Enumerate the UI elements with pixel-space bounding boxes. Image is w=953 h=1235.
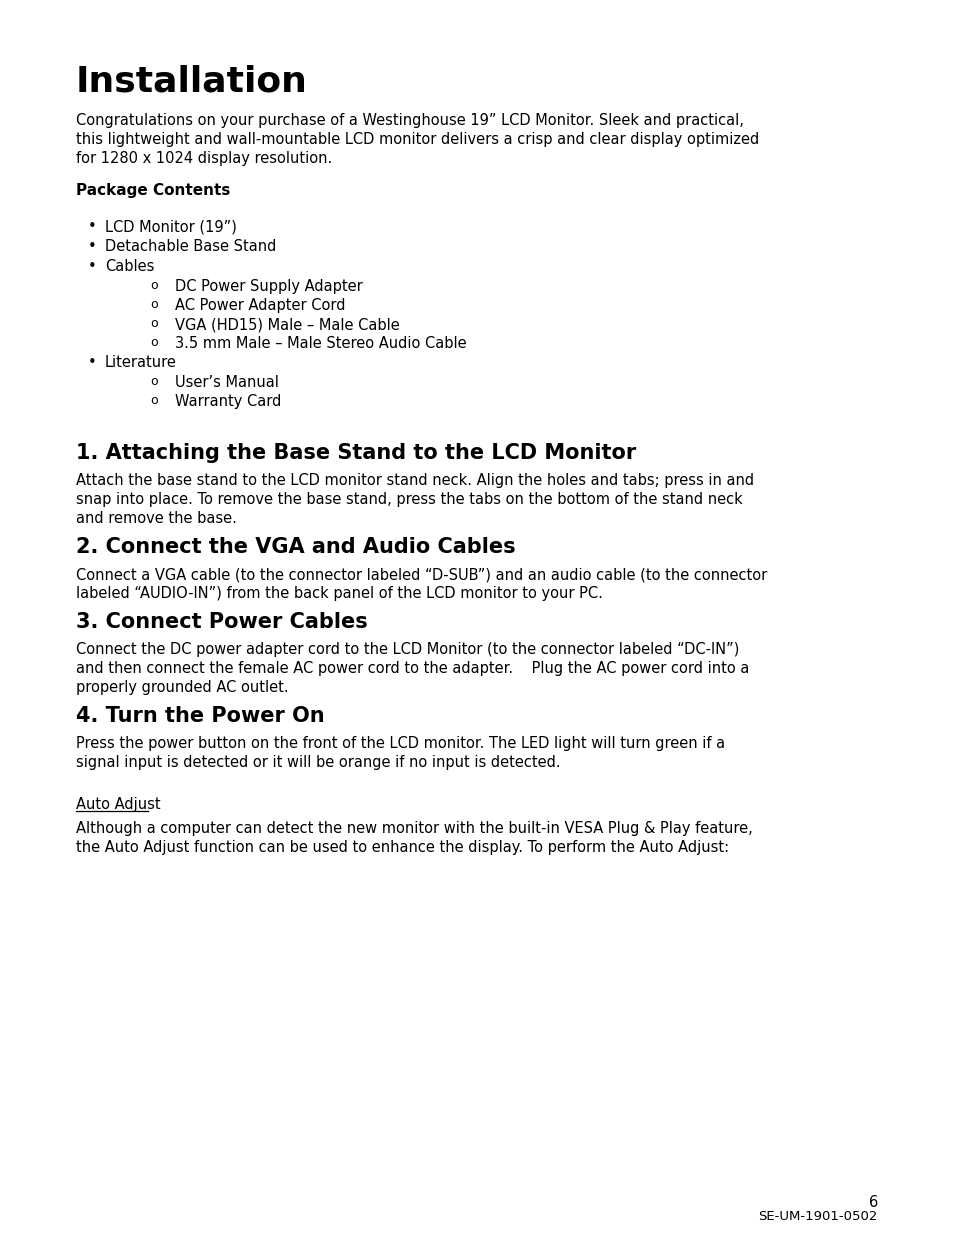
Text: this lightweight and wall-mountable LCD monitor delivers a crisp and clear displ: this lightweight and wall-mountable LCD …	[76, 132, 759, 147]
Text: o: o	[150, 394, 157, 408]
Text: 6: 6	[868, 1195, 877, 1210]
Text: DC Power Supply Adapter: DC Power Supply Adapter	[174, 279, 362, 294]
Text: o: o	[150, 317, 157, 330]
Text: •: •	[88, 259, 96, 274]
Text: properly grounded AC outlet.: properly grounded AC outlet.	[76, 680, 289, 695]
Text: the Auto Adjust function can be used to enhance the display. To perform the Auto: the Auto Adjust function can be used to …	[76, 840, 728, 855]
Text: 4. Turn the Power On: 4. Turn the Power On	[76, 706, 324, 726]
Text: signal input is detected or it will be orange if no input is detected.: signal input is detected or it will be o…	[76, 755, 560, 769]
Text: Although a computer can detect the new monitor with the built-in VESA Plug & Pla: Although a computer can detect the new m…	[76, 821, 752, 836]
Text: Detachable Base Stand: Detachable Base Stand	[105, 240, 276, 254]
Text: Press the power button on the front of the LCD monitor. The LED light will turn : Press the power button on the front of t…	[76, 736, 724, 751]
Text: 1. Attaching the Base Stand to the LCD Monitor: 1. Attaching the Base Stand to the LCD M…	[76, 443, 636, 463]
Text: 2. Connect the VGA and Audio Cables: 2. Connect the VGA and Audio Cables	[76, 537, 515, 557]
Text: SE-UM-1901-0502: SE-UM-1901-0502	[758, 1210, 877, 1223]
Text: Attach the base stand to the LCD monitor stand neck. Align the holes and tabs; p: Attach the base stand to the LCD monitor…	[76, 473, 753, 488]
Text: •: •	[88, 240, 96, 254]
Text: for 1280 x 1024 display resolution.: for 1280 x 1024 display resolution.	[76, 151, 332, 165]
Text: •: •	[88, 219, 96, 233]
Text: Literature: Literature	[105, 354, 176, 370]
Text: and remove the base.: and remove the base.	[76, 511, 236, 526]
Text: Installation: Installation	[76, 65, 308, 99]
Text: VGA (HD15) Male – Male Cable: VGA (HD15) Male – Male Cable	[174, 317, 399, 332]
Text: Cables: Cables	[105, 259, 154, 274]
Text: o: o	[150, 375, 157, 388]
Text: Congratulations on your purchase of a Westinghouse 19” LCD Monitor. Sleek and pr: Congratulations on your purchase of a We…	[76, 112, 743, 128]
Text: User’s Manual: User’s Manual	[174, 375, 278, 390]
Text: and then connect the female AC power cord to the adapter.    Plug the AC power c: and then connect the female AC power cor…	[76, 661, 749, 676]
Text: o: o	[150, 336, 157, 350]
Text: 3. Connect Power Cables: 3. Connect Power Cables	[76, 613, 367, 632]
Text: o: o	[150, 279, 157, 291]
Text: Auto Adjust: Auto Adjust	[76, 797, 160, 811]
Text: Connect a VGA cable (to the connector labeled “D-SUB”) and an audio cable (to th: Connect a VGA cable (to the connector la…	[76, 567, 766, 582]
Text: o: o	[150, 298, 157, 311]
Text: Warranty Card: Warranty Card	[174, 394, 281, 409]
Text: Package Contents: Package Contents	[76, 183, 230, 198]
Text: labeled “AUDIO-IN”) from the back panel of the LCD monitor to your PC.: labeled “AUDIO-IN”) from the back panel …	[76, 585, 602, 601]
Text: •: •	[88, 354, 96, 370]
Text: 3.5 mm Male – Male Stereo Audio Cable: 3.5 mm Male – Male Stereo Audio Cable	[174, 336, 466, 351]
Text: Connect the DC power adapter cord to the LCD Monitor (to the connector labeled “: Connect the DC power adapter cord to the…	[76, 642, 739, 657]
Text: LCD Monitor (19”): LCD Monitor (19”)	[105, 219, 236, 233]
Text: snap into place. To remove the base stand, press the tabs on the bottom of the s: snap into place. To remove the base stan…	[76, 492, 742, 508]
Text: AC Power Adapter Cord: AC Power Adapter Cord	[174, 298, 345, 312]
